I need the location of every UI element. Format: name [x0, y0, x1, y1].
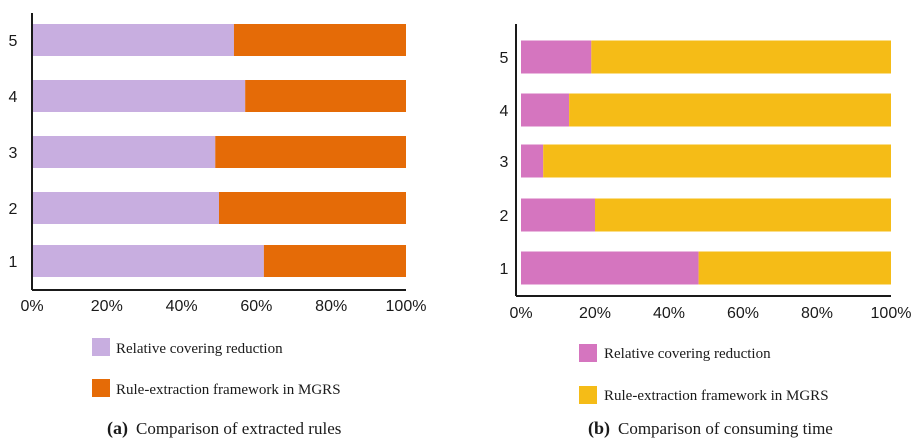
x-tick-label-60pct: 60% — [240, 298, 272, 315]
x-tick-label-0pct: 0% — [20, 298, 43, 315]
bar-relative-covering-3 — [32, 136, 216, 168]
figure-caption: (a) Comparison of extracted rules — [107, 418, 341, 439]
y-tick-label-5: 5 — [9, 33, 18, 50]
bar-relative-covering-1 — [32, 245, 264, 277]
x-tick-label-60pct: 60% — [727, 305, 759, 322]
y-tick-label-5: 5 — [500, 50, 509, 67]
bar-rule-extraction-1 — [263, 245, 406, 277]
x-tick-label-80pct: 80% — [315, 298, 347, 315]
x-tick-label-0pct: 0% — [509, 305, 532, 322]
caption-text: Comparison of consuming time — [618, 419, 833, 438]
legend-swatch-1 — [92, 338, 110, 356]
bar-relative-covering-5 — [32, 24, 234, 56]
bar-rule-extraction-4 — [569, 93, 891, 127]
x-tick-label-100pct: 100% — [871, 305, 912, 322]
legend-label-1: Relative covering reduction — [116, 341, 283, 357]
x-tick-label-40pct: 40% — [166, 298, 198, 315]
x-tick-label-80pct: 80% — [801, 305, 833, 322]
bar-rule-extraction-3 — [543, 144, 891, 178]
y-tick-label-1: 1 — [500, 261, 509, 278]
legend-label-2: Rule-extraction framework in MGRS — [116, 382, 341, 398]
bar-relative-covering-2 — [32, 192, 219, 224]
y-tick-label-3: 3 — [9, 145, 18, 162]
x-tick-label-100pct: 100% — [386, 298, 427, 315]
bar-relative-covering-4 — [521, 93, 570, 127]
y-tick-label-4: 4 — [500, 103, 509, 120]
bar-rule-extraction-5 — [591, 40, 891, 74]
y-tick-label-2: 2 — [9, 201, 18, 218]
chart-panel-b: 1 2 3 4 5 0% 20% 40% 60% 80% 100% Relative covering… — [500, 24, 912, 439]
x-tick-label-20pct: 20% — [579, 305, 611, 322]
x-tick-label-20pct: 20% — [91, 298, 123, 315]
x-tick-label-40pct: 40% — [653, 305, 685, 322]
y-tick-label-2: 2 — [500, 208, 509, 225]
legend-swatch-2 — [579, 386, 597, 404]
bar-relative-covering-4 — [32, 80, 246, 112]
bar-rule-extraction-1 — [698, 251, 891, 285]
legend-swatch-1 — [579, 344, 597, 362]
chart-panel-a: 1 2 3 4 5 0% 20% 40% 60% 80% 100% Relative covering… — [9, 13, 427, 439]
bar-rule-extraction-4 — [245, 80, 406, 112]
legend-label-2: Rule-extraction framework in MGRS — [604, 388, 829, 404]
bar-rule-extraction-2 — [219, 192, 406, 224]
y-tick-label-1: 1 — [9, 254, 18, 271]
legend-swatch-2 — [92, 379, 110, 397]
bar-rule-extraction-2 — [595, 198, 891, 232]
bar-relative-covering-5 — [521, 40, 592, 74]
figure-caption: (b) Comparison of consuming time — [588, 418, 833, 439]
caption-text: Comparison of extracted rules — [136, 419, 341, 438]
caption-label: (b) — [588, 418, 610, 439]
y-tick-label-4: 4 — [9, 89, 18, 106]
bar-rule-extraction-3 — [215, 136, 406, 168]
bar-relative-covering-3 — [521, 144, 544, 178]
caption-label: (a) — [107, 418, 128, 439]
y-tick-label-3: 3 — [500, 154, 509, 171]
legend-label-1: Relative covering reduction — [604, 346, 771, 362]
bar-relative-covering-1 — [521, 251, 699, 285]
bar-rule-extraction-5 — [233, 24, 406, 56]
bar-relative-covering-2 — [521, 198, 595, 232]
